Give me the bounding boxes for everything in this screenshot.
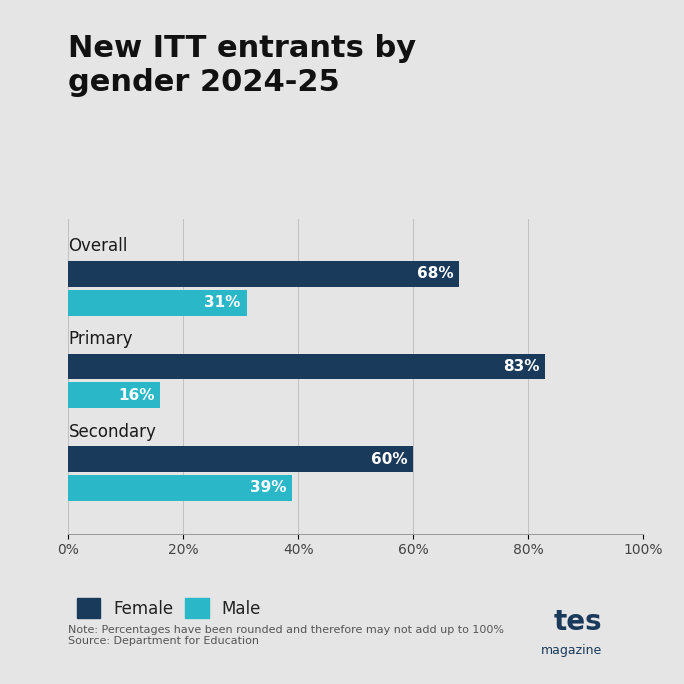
Bar: [68, 382, 160, 408]
Legend: Female, Male: Female, Male: [77, 598, 261, 618]
Text: 31%: 31%: [205, 295, 241, 310]
Bar: [68, 446, 413, 472]
Bar: [68, 261, 459, 287]
Text: tes: tes: [553, 608, 602, 636]
Text: 16%: 16%: [118, 388, 155, 403]
Bar: [68, 475, 293, 501]
Text: 83%: 83%: [503, 359, 540, 374]
Text: magazine: magazine: [540, 644, 602, 657]
Text: Primary: Primary: [68, 330, 133, 348]
Text: Secondary: Secondary: [68, 423, 156, 440]
Text: 39%: 39%: [250, 480, 287, 495]
Text: New ITT entrants by
gender 2024-25: New ITT entrants by gender 2024-25: [68, 34, 417, 97]
Text: Overall: Overall: [68, 237, 128, 255]
Text: Note: Percentages have been rounded and therefore may not add up to 100%
Source:: Note: Percentages have been rounded and …: [68, 624, 504, 646]
Text: 68%: 68%: [417, 267, 453, 281]
Bar: [68, 289, 246, 315]
Text: 60%: 60%: [371, 451, 408, 466]
Bar: [68, 354, 545, 380]
